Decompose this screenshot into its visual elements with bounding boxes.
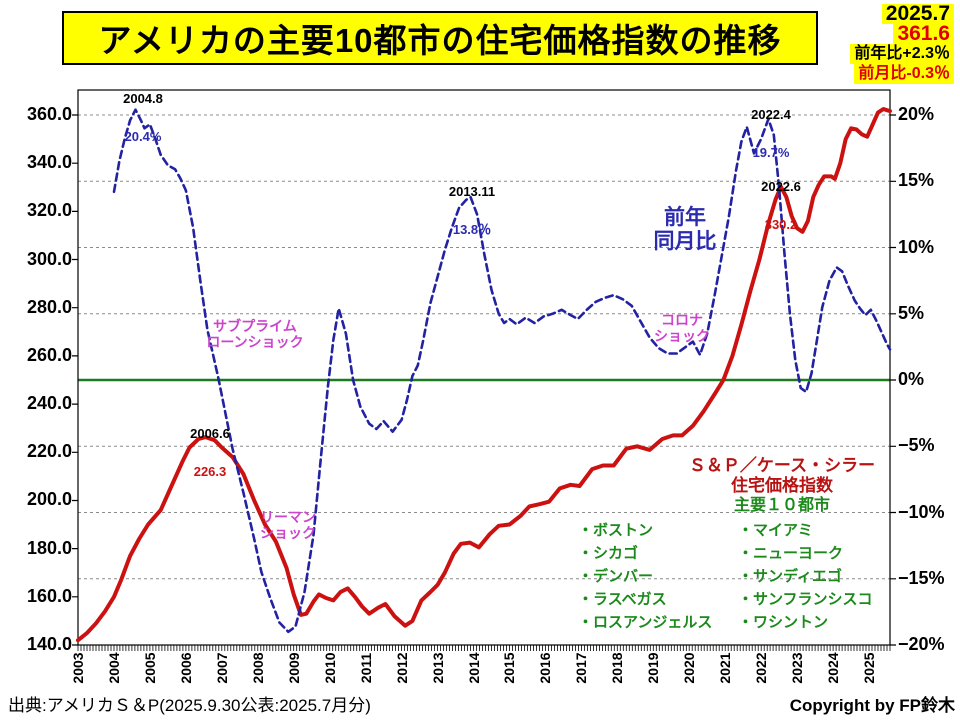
latest-value-box: 2025.7 361.6 前年比+2.3％ 前月比-0.3％ xyxy=(850,3,954,84)
chart-title-box: アメリカの主要10都市の住宅価格指数の推移 xyxy=(62,11,818,65)
annotation-2022-yoy-value: 19.7% xyxy=(752,145,790,160)
yoy-series-label: 前年 同月比 xyxy=(653,206,717,253)
city-item: ・シカゴ xyxy=(578,545,639,562)
city-item: ・ロスアンジェルス xyxy=(578,614,713,631)
x-label-2012: 2012 xyxy=(393,652,410,684)
y-left-label-260.0: 260.0 xyxy=(26,344,72,365)
city-item: ・ラスベガス xyxy=(578,591,667,608)
x-label-2018: 2018 xyxy=(609,652,626,684)
x-label-2008: 2008 xyxy=(249,652,266,684)
y-right-label-−10%: −10% xyxy=(898,501,945,522)
annotation-2022-index-peak: 2022.6 330.2 xyxy=(746,158,816,253)
y-axis-left-ticks xyxy=(72,114,78,646)
x-label-2011: 2011 xyxy=(357,652,374,684)
x-label-2005: 2005 xyxy=(141,652,158,684)
plot-border xyxy=(77,89,891,646)
y-right-label-10%: 10% xyxy=(898,236,935,257)
x-label-2014: 2014 xyxy=(465,652,482,684)
x-label-2004: 2004 xyxy=(105,652,122,684)
city-item: ・サンディエゴ xyxy=(738,568,842,585)
latest-yoy-change: 前年比+2.3％ xyxy=(850,44,954,64)
y-left-label-140.0: 140.0 xyxy=(26,634,72,654)
annotation-2013-date: 2013.11 xyxy=(448,184,496,199)
city-item: ・ボストン xyxy=(578,522,654,539)
legend-series-name-line2: 住宅価格指数 xyxy=(731,476,833,495)
y-left-label-240.0: 240.0 xyxy=(26,393,72,414)
y-right-label-−20%: −20% xyxy=(898,634,945,654)
y-right-label-−15%: −15% xyxy=(898,567,945,588)
x-label-2025: 2025 xyxy=(861,652,878,684)
latest-index-value: 361.6 xyxy=(893,23,954,44)
x-label-2024: 2024 xyxy=(825,652,842,684)
annotation-2022-index-date: 2022.6 xyxy=(761,179,801,194)
annotation-2022-yoy-peak: 2022.4 19.7% xyxy=(736,86,806,181)
latest-date: 2025.7 xyxy=(881,3,954,24)
chart-title: アメリカの主要10都市の住宅価格指数の推移 xyxy=(98,22,782,59)
city-list-right: ・マイアミ・ニューヨーク ・サンディエゴ・サンフランシスコ ・ワシントン xyxy=(738,519,873,634)
x-label-2016: 2016 xyxy=(537,652,554,684)
annotation-2013-value: 13.8％ xyxy=(452,222,492,237)
y-right-label-0%: 0% xyxy=(898,369,925,389)
city-item: ・ニューヨーク xyxy=(738,545,844,562)
annotation-2004-date: 2004.8 xyxy=(123,91,163,106)
x-label-2010: 2010 xyxy=(321,652,338,684)
y-left-label-360.0: 360.0 xyxy=(26,104,72,124)
y-left-label-280.0: 280.0 xyxy=(26,296,72,317)
y-left-label-160.0: 160.0 xyxy=(26,585,72,606)
city-list-left: ・ボストン・シカゴ・デンバー・ラスベガス・ロスアンジェルス xyxy=(578,519,712,634)
x-label-2013: 2013 xyxy=(429,652,446,684)
annotation-2006-peak: 2006.6 226.3 xyxy=(175,405,245,500)
y-right-label-5%: 5% xyxy=(898,302,925,323)
x-axis-month-ticks xyxy=(77,645,891,651)
city-item: ・ワシントン xyxy=(738,614,829,631)
annotation-2006-date: 2006.6 xyxy=(190,426,230,441)
legend-series-name-line3: 主要１０都市 xyxy=(733,497,830,514)
y-right-label-20%: 20% xyxy=(898,104,935,124)
x-label-2006: 2006 xyxy=(177,652,194,684)
x-label-2009: 2009 xyxy=(285,652,302,684)
x-label-2003: 2003 xyxy=(70,652,86,684)
x-label-2020: 2020 xyxy=(681,652,698,684)
source-note: 出典:アメリカＳ＆P(2025.9.30公表:2025.7月分) xyxy=(8,696,371,715)
y-left-label-180.0: 180.0 xyxy=(26,537,72,558)
lehman-shock-label: リーマン ショック xyxy=(260,509,316,541)
copyright-note: Copyright by FP鈴木 xyxy=(789,696,955,715)
series-legend: Ｓ＆Ｐ／ケース・シラー 住宅価格指数 主要１０都市 xyxy=(682,456,882,516)
x-label-2022: 2022 xyxy=(753,652,770,684)
city-item: ・マイアミ xyxy=(738,522,813,539)
annotation-2022-index-value: 330.2 xyxy=(764,217,798,232)
subprime-shock-label: サブプライム ローンショック xyxy=(206,318,304,350)
y-axis-right-ticks xyxy=(890,114,896,646)
y-right-label-−5%: −5% xyxy=(898,435,935,456)
y-left-label-220.0: 220.0 xyxy=(26,441,72,462)
latest-mom-change: 前月比-0.3％ xyxy=(854,64,954,84)
x-label-2023: 2023 xyxy=(789,652,806,684)
corona-shock-label: コロナ ショック xyxy=(654,312,710,344)
x-label-2015: 2015 xyxy=(501,652,518,684)
legend-series-name-line1: Ｓ＆Ｐ／ケース・シラー xyxy=(688,456,876,475)
x-label-2007: 2007 xyxy=(213,652,230,684)
annotation-2013-peak: 2013.11 13.8％ xyxy=(437,163,507,258)
y-left-label-300.0: 300.0 xyxy=(26,248,72,269)
annotation-2004-peak: 2004.8 20.4% xyxy=(108,70,178,165)
city-item: ・サンフランシスコ xyxy=(738,591,873,608)
x-label-2017: 2017 xyxy=(573,652,590,684)
y-left-label-340.0: 340.0 xyxy=(26,152,72,173)
annotation-2004-value: 20.4% xyxy=(124,129,162,144)
y-left-label-320.0: 320.0 xyxy=(26,200,72,221)
city-item: ・デンバー xyxy=(578,568,654,585)
annotation-2022-yoy-date: 2022.4 xyxy=(751,107,791,122)
x-label-2021: 2021 xyxy=(717,652,734,684)
x-label-2019: 2019 xyxy=(645,652,662,684)
index-line xyxy=(76,107,892,643)
y-left-label-200.0: 200.0 xyxy=(26,489,72,510)
annotation-2006-value: 226.3 xyxy=(193,464,227,479)
yoy-line xyxy=(112,108,892,634)
y-right-label-15%: 15% xyxy=(898,170,935,191)
